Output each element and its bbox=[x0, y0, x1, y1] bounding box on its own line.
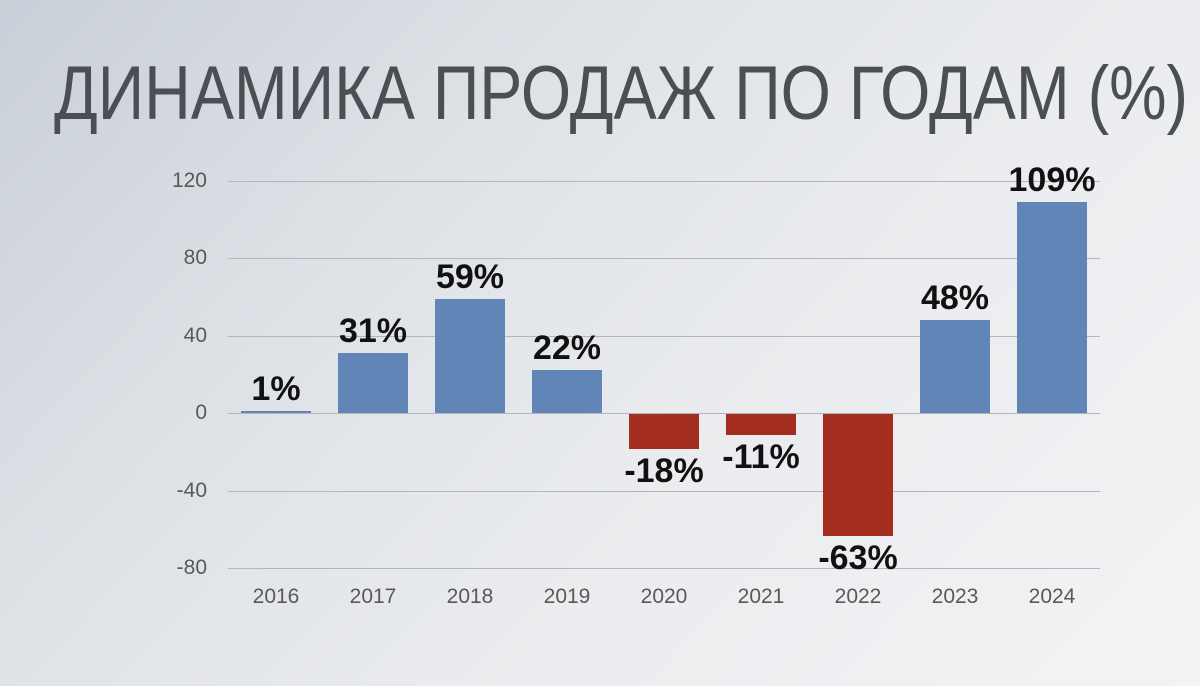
value-label-2017: 31% bbox=[338, 312, 408, 350]
gridline-40 bbox=[228, 336, 1100, 337]
x-axis-label-2023: 2023 bbox=[931, 585, 979, 608]
bar-2019 bbox=[532, 370, 602, 413]
x-axis-label-2021: 2021 bbox=[737, 585, 785, 608]
bar-2021 bbox=[726, 414, 796, 435]
gridline-80 bbox=[228, 258, 1100, 259]
gridline--80 bbox=[228, 568, 1100, 569]
bar-2017 bbox=[338, 353, 408, 413]
value-label-2022: -63% bbox=[818, 539, 898, 577]
value-label-2018: 59% bbox=[435, 258, 505, 296]
x-axis-label-2024: 2024 bbox=[1028, 585, 1076, 608]
chart-title: ДИНАМИКА ПРОДАЖ ПО ГОДАМ (%) bbox=[54, 51, 1189, 136]
y-axis-tick-label-80: 80 bbox=[183, 246, 207, 269]
value-label-2019: 22% bbox=[532, 329, 602, 367]
y-axis-tick-label--80: -80 bbox=[176, 556, 207, 579]
value-label-2021: -11% bbox=[722, 438, 800, 476]
bar-2018 bbox=[435, 299, 505, 413]
x-axis-label-2020: 2020 bbox=[640, 585, 688, 608]
value-label-2023: 48% bbox=[920, 279, 990, 317]
x-axis-label-2022: 2022 bbox=[834, 585, 882, 608]
x-axis-label-2016: 2016 bbox=[252, 585, 300, 608]
y-axis-tick-label-40: 40 bbox=[183, 324, 207, 347]
bar-2016 bbox=[241, 411, 311, 413]
bar-2020 bbox=[629, 414, 699, 449]
y-axis-tick-label-120: 120 bbox=[171, 169, 207, 192]
value-label-2016: 1% bbox=[251, 370, 301, 408]
gridline-120 bbox=[228, 181, 1100, 182]
x-axis-label-2017: 2017 bbox=[349, 585, 397, 608]
x-axis-label-2018: 2018 bbox=[446, 585, 494, 608]
bar-2023 bbox=[920, 320, 990, 413]
bar-2024 bbox=[1017, 202, 1087, 413]
bar-2022 bbox=[823, 414, 893, 536]
y-axis-tick-label-0: 0 bbox=[195, 401, 207, 424]
y-axis-tick-label--40: -40 bbox=[176, 479, 207, 502]
value-label-2024: 109% bbox=[1008, 161, 1096, 199]
gridline--40 bbox=[228, 491, 1100, 492]
value-label-2020: -18% bbox=[624, 452, 704, 490]
gridline-0 bbox=[228, 413, 1100, 414]
x-axis-label-2019: 2019 bbox=[543, 585, 591, 608]
